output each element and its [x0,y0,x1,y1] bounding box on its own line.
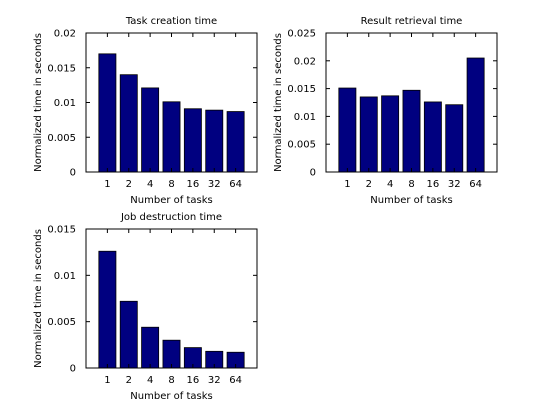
x-tick-label: 16 [187,179,200,190]
chart-panel-2: 1 2 4 8 16 32 64 0 0.005 0.01 0.015 0.02 0.025 Result… [273,16,498,206]
y-tick-label: 0.005 [47,133,76,144]
y-tick-label: 0 [310,168,316,179]
y-tick-label: 0.005 [47,317,76,328]
bar-8 [402,89,421,173]
x-axis-label: Number of tasks [370,195,452,206]
y-tick-label: 0.015 [47,63,76,74]
bar-32 [205,109,224,173]
bar-8 [162,339,181,369]
x-tick-label: 8 [408,179,414,190]
x-tick-label: 64 [469,179,482,190]
bar-1 [98,53,117,173]
y-axis-label: Normalized time in seconds [33,33,44,172]
chart-panel-3: 1 2 4 8 16 32 64 0 0.005 0.01 0.015 Job destruction… [33,212,258,402]
x-tick-label: 32 [448,179,461,190]
x-tick-label: 64 [229,179,242,190]
x-tick-label: 16 [187,375,200,386]
bar-32 [445,104,464,173]
y-tick-label: 0.005 [287,140,316,151]
x-tick-label: 4 [147,179,153,190]
bar-16 [183,108,202,173]
bar-64 [226,111,245,173]
y-tick-label: 0 [70,168,76,179]
y-tick-label: 0.01 [294,112,316,123]
x-tick-label: 1 [104,375,110,386]
chart-panel-1: 1 2 4 8 16 32 64 0 0.005 0.01 0.015 0.02 Task creati… [33,16,258,206]
x-tick-label: 1 [104,179,110,190]
chart-title: Task creation time [125,16,217,27]
y-tick-label: 0.01 [54,271,76,282]
x-tick-label: 2 [126,179,132,190]
y-tick-label: 0.02 [54,29,76,40]
x-tick-label: 1 [344,179,350,190]
y-tick-label: 0.015 [47,225,76,236]
x-tick-label: 8 [168,179,174,190]
x-axis-label: Number of tasks [130,391,212,402]
x-tick-label: 8 [168,375,174,386]
bar-2 [119,300,138,369]
x-tick-label: 2 [366,179,372,190]
bar-2 [359,96,378,173]
bar-2 [119,74,138,173]
bar-1 [338,87,357,173]
bar-8 [162,101,181,173]
bar-1 [98,250,117,369]
bar-64 [466,57,485,173]
y-tick-label: 0.01 [54,98,76,109]
y-tick-label: 0.025 [287,29,316,40]
x-tick-label: 32 [208,375,221,386]
x-tick-label: 4 [147,375,153,386]
y-tick-label: 0 [70,364,76,375]
x-tick-label: 4 [387,179,393,190]
y-axis-label: Normalized time in seconds [33,229,44,368]
y-tick-label: 0.015 [287,84,316,95]
bar-4 [141,87,160,173]
x-tick-label: 32 [208,179,221,190]
bar-4 [141,326,160,369]
chart-title: Result retrieval time [361,16,463,27]
x-tick-label: 64 [229,375,242,386]
chart-title: Job destruction time [120,212,222,223]
bar-4 [381,95,400,173]
x-tick-label: 16 [427,179,440,190]
y-tick-label: 0.02 [294,56,316,67]
x-axis-label: Number of tasks [130,195,212,206]
y-axis-label: Normalized time in seconds [273,33,284,172]
x-tick-label: 2 [126,375,132,386]
bar-16 [423,101,442,173]
